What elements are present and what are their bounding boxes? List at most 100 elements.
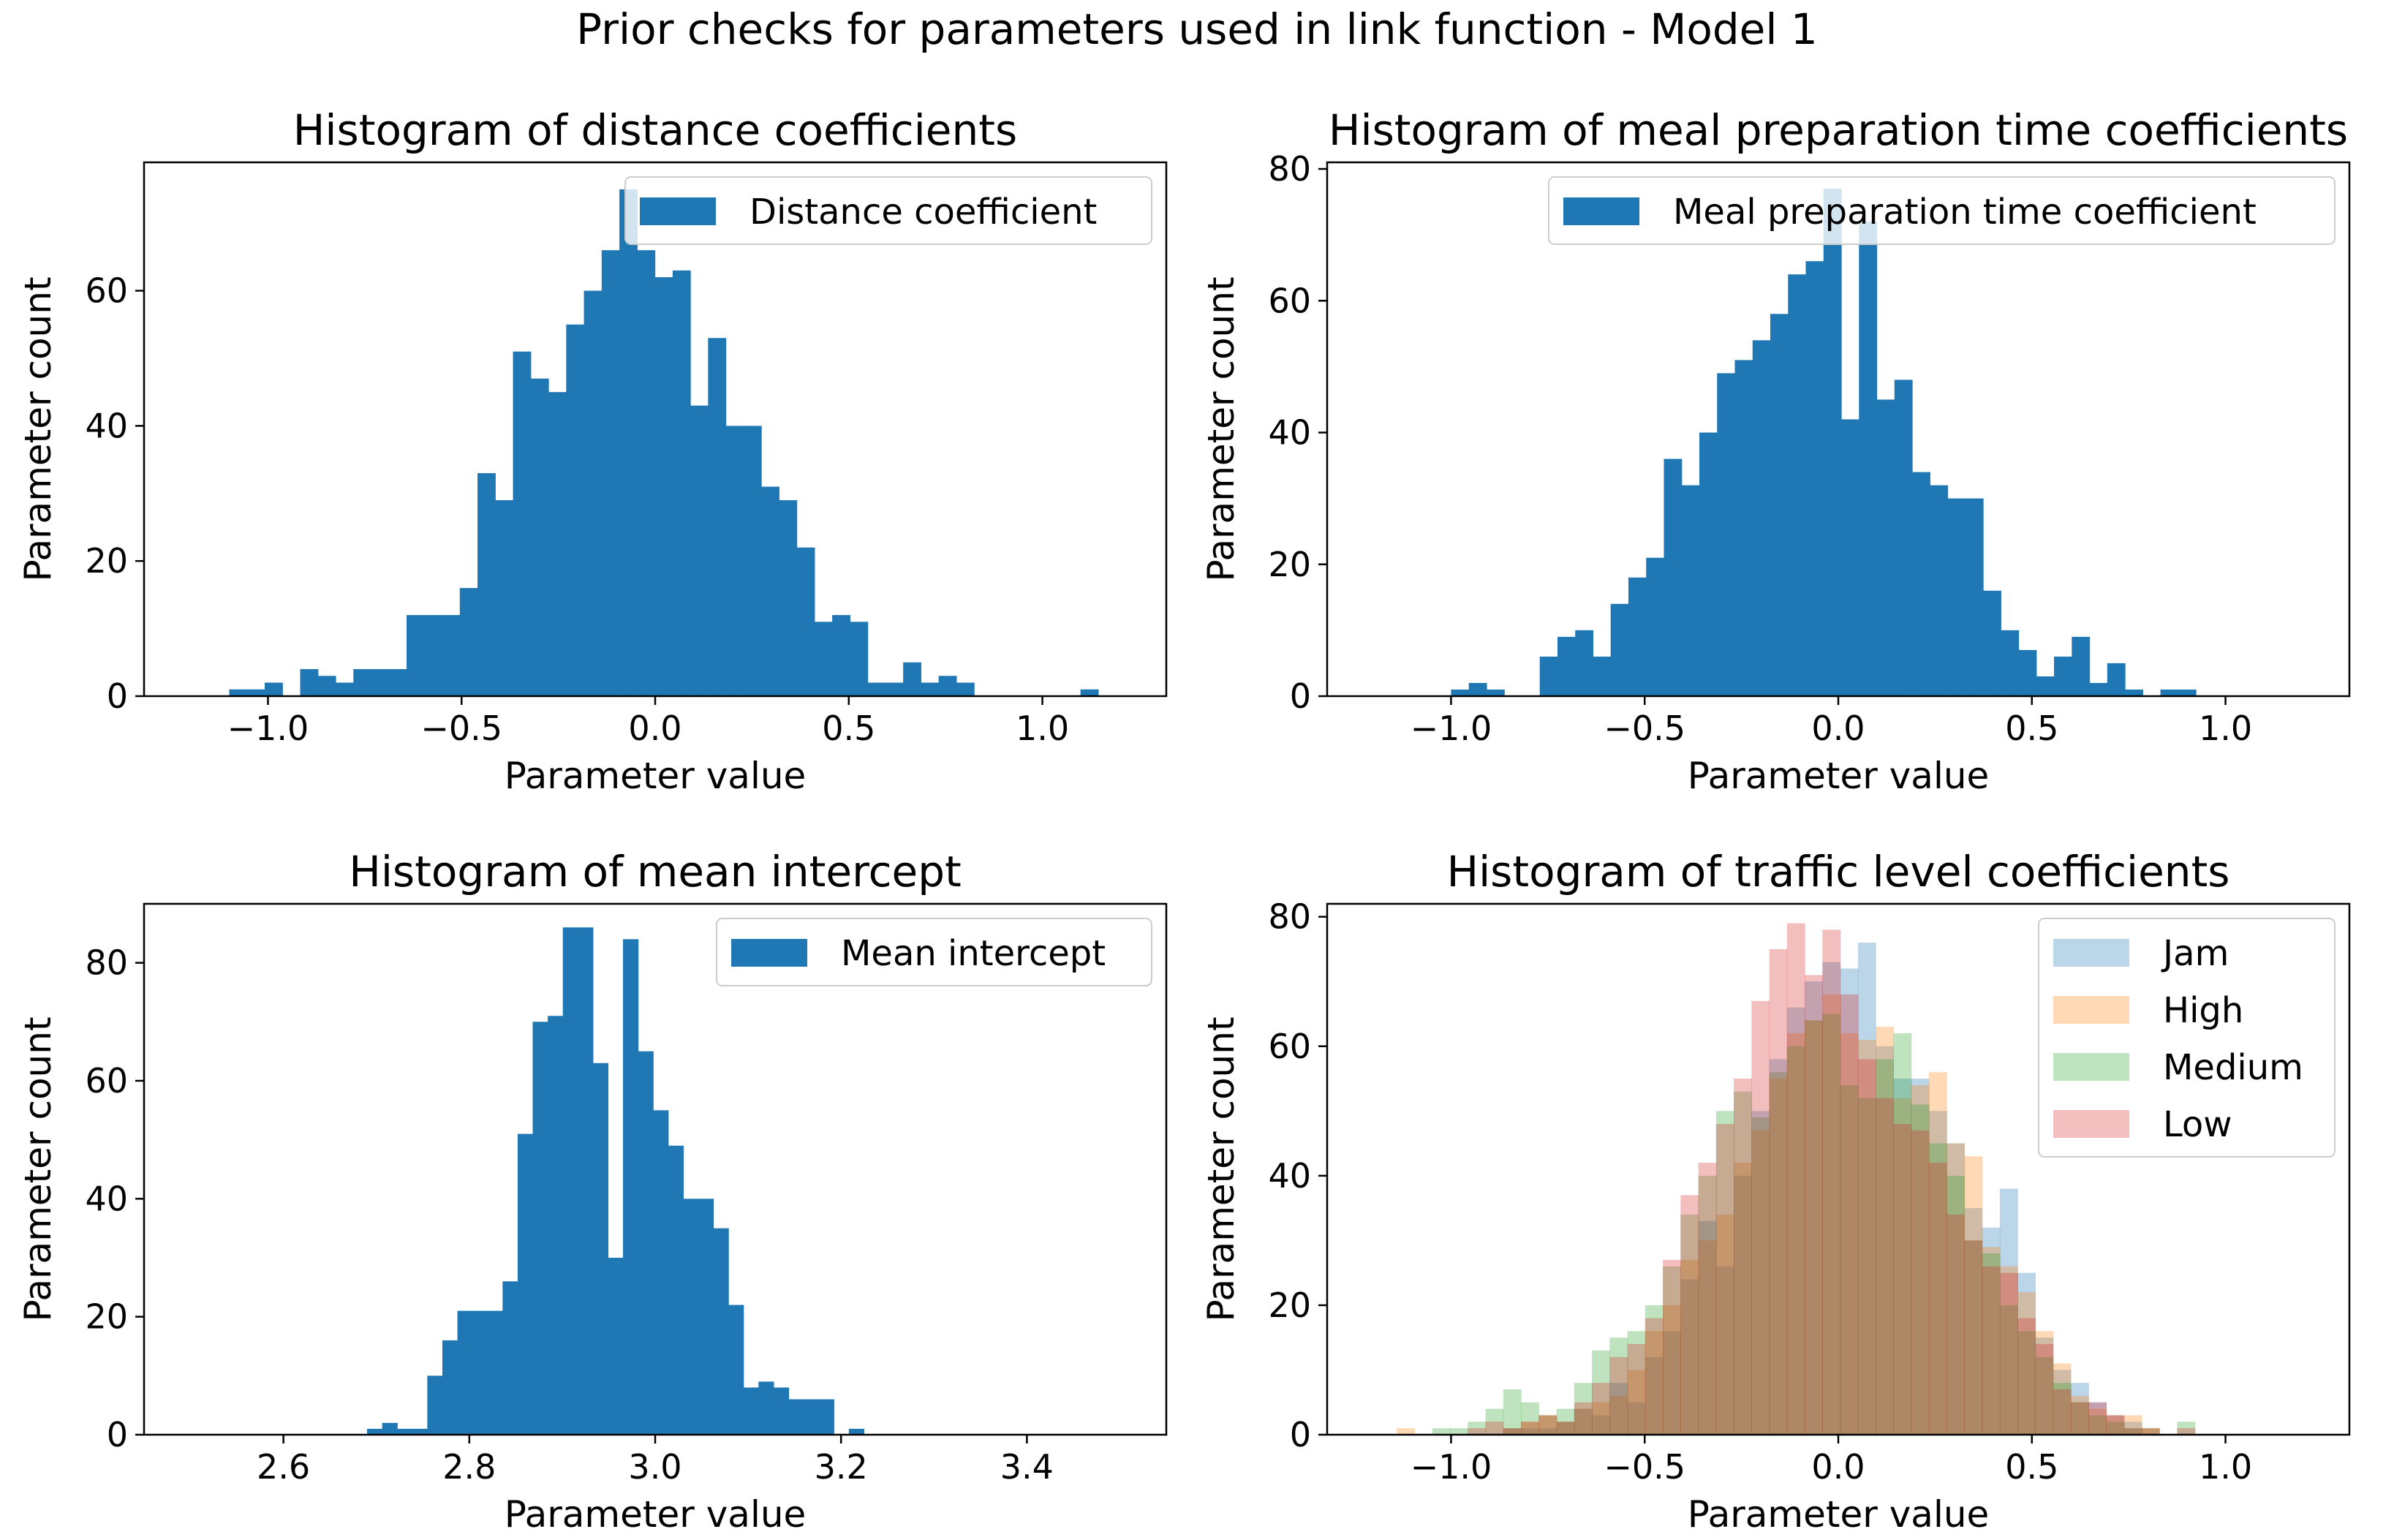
histogram-bar (956, 682, 975, 696)
histogram-bar (1645, 1331, 1664, 1435)
histogram-bar (513, 351, 532, 696)
legend-label: Medium (2163, 1047, 2303, 1088)
histogram-bar (442, 1340, 458, 1435)
x-axis-label: Parameter value (505, 1493, 807, 1536)
y-tick-label: 60 (85, 1061, 128, 1101)
histogram-bar (1663, 1266, 1681, 1435)
x-tick-label: 0.5 (2005, 709, 2058, 748)
histogram-bar (2017, 1292, 2036, 1435)
x-tick-label: 0.5 (822, 709, 875, 748)
chart-title: Histogram of mean intercept (349, 847, 962, 897)
histogram-bar (2053, 1370, 2072, 1435)
histogram-bar (1999, 1266, 2018, 1435)
histogram-bar (1734, 360, 1753, 696)
histogram-bar (653, 1110, 669, 1435)
histogram-bar (1876, 1027, 1895, 1435)
histogram-bar (2070, 1402, 2089, 1435)
histogram-bar (1538, 1415, 1557, 1435)
y-tick-label: 0 (107, 1415, 128, 1454)
histogram-bar (2160, 689, 2179, 696)
histogram-bar (1841, 419, 1859, 696)
chart-title: Histogram of meal preparation time coeff… (1329, 105, 2348, 155)
histogram-bar (1574, 1408, 1593, 1435)
legend-swatch (2053, 939, 2129, 967)
y-tick-label: 20 (85, 1297, 128, 1337)
x-tick-label: −1.0 (227, 709, 309, 748)
histogram-bar (654, 277, 673, 696)
legend-label: Mean intercept (841, 933, 1106, 974)
histogram-bar (1681, 485, 1700, 696)
histogram-bar (317, 676, 336, 696)
histogram-bar (1574, 1402, 1593, 1435)
histogram-bar (300, 669, 319, 696)
histogram-bar (921, 682, 940, 696)
histogram-bar (1964, 1240, 1983, 1435)
histogram-bar (427, 1375, 443, 1435)
x-tick-label: 2.8 (442, 1447, 496, 1487)
histogram-bar (1857, 943, 1876, 1435)
histogram-bar (1857, 1098, 1876, 1435)
histogram-bar (1699, 432, 1718, 696)
histogram-bar (1876, 399, 1895, 696)
legend: Distance coefficient (624, 176, 1152, 245)
x-tick-label: 0.0 (1811, 1447, 1865, 1487)
histogram-bar (1627, 1331, 1646, 1435)
histogram-bar (850, 622, 869, 696)
histogram-bar (1964, 1156, 1983, 1435)
y-tick-label: 80 (1268, 897, 1311, 937)
histogram-bar (397, 1428, 413, 1435)
histogram-bar (1485, 1408, 1504, 1435)
histogram-bar (1557, 636, 1576, 696)
y-axis-label: Parameter count (1200, 1016, 1242, 1321)
legend: Mean intercept (716, 918, 1152, 986)
histogram-bar (1805, 975, 1823, 1435)
histogram-bar (903, 662, 921, 696)
histogram-bar (1698, 1220, 1717, 1435)
histogram-bar (424, 615, 443, 696)
y-axis-label: Parameter count (17, 1016, 59, 1321)
histogram-bar (1928, 1072, 1947, 1435)
legend-swatch (731, 939, 807, 967)
histogram-bar (2017, 1318, 2036, 1435)
histogram-bar (1646, 557, 1665, 696)
histogram-bar (1822, 929, 1841, 1435)
histogram-bar (1734, 1079, 1752, 1435)
histogram-bar (1538, 1415, 1557, 1435)
legend-swatch (640, 197, 716, 225)
histogram-bar (832, 615, 850, 696)
histogram-bar (1645, 1305, 1664, 1435)
y-tick-label: 40 (1268, 1156, 1311, 1196)
histogram-bar (2177, 1422, 2196, 1435)
histogram-bar (1928, 1111, 1947, 1435)
y-tick-label: 60 (1268, 281, 1311, 320)
x-tick-label: 3.4 (1000, 1447, 1054, 1487)
histogram-bar (1786, 1007, 1805, 1435)
histogram-bar (683, 1199, 699, 1435)
histogram-bar (1769, 948, 1788, 1435)
histogram-bar (1946, 1214, 1966, 1435)
histogram-bar (1840, 1033, 1859, 1435)
histogram-bar (2001, 630, 2020, 696)
histogram-bar (371, 669, 390, 696)
x-tick-label: −1.0 (1411, 709, 1492, 748)
histogram-bar (1468, 682, 1487, 696)
histogram-bar (1715, 1111, 1734, 1435)
histogram-bar (761, 486, 779, 696)
histogram-bar (1751, 1130, 1770, 1435)
histogram-bar (601, 250, 620, 696)
histogram-bar (265, 682, 283, 696)
x-axis-label: Parameter value (1688, 1493, 1990, 1536)
histogram-bar (457, 1310, 473, 1435)
x-tick-label: −0.5 (1604, 1447, 1685, 1487)
legend-label: Distance coefficient (749, 192, 1097, 233)
histogram-bar (1751, 1111, 1770, 1435)
histogram-bar (1680, 1259, 1699, 1435)
histogram-bar (788, 1399, 804, 1435)
histogram-bar (1822, 994, 1841, 1435)
x-axis-label: Parameter value (505, 755, 807, 797)
histogram-bar (1451, 689, 1470, 696)
histogram-bar (548, 1016, 564, 1435)
histogram-bar (1556, 1408, 1575, 1435)
